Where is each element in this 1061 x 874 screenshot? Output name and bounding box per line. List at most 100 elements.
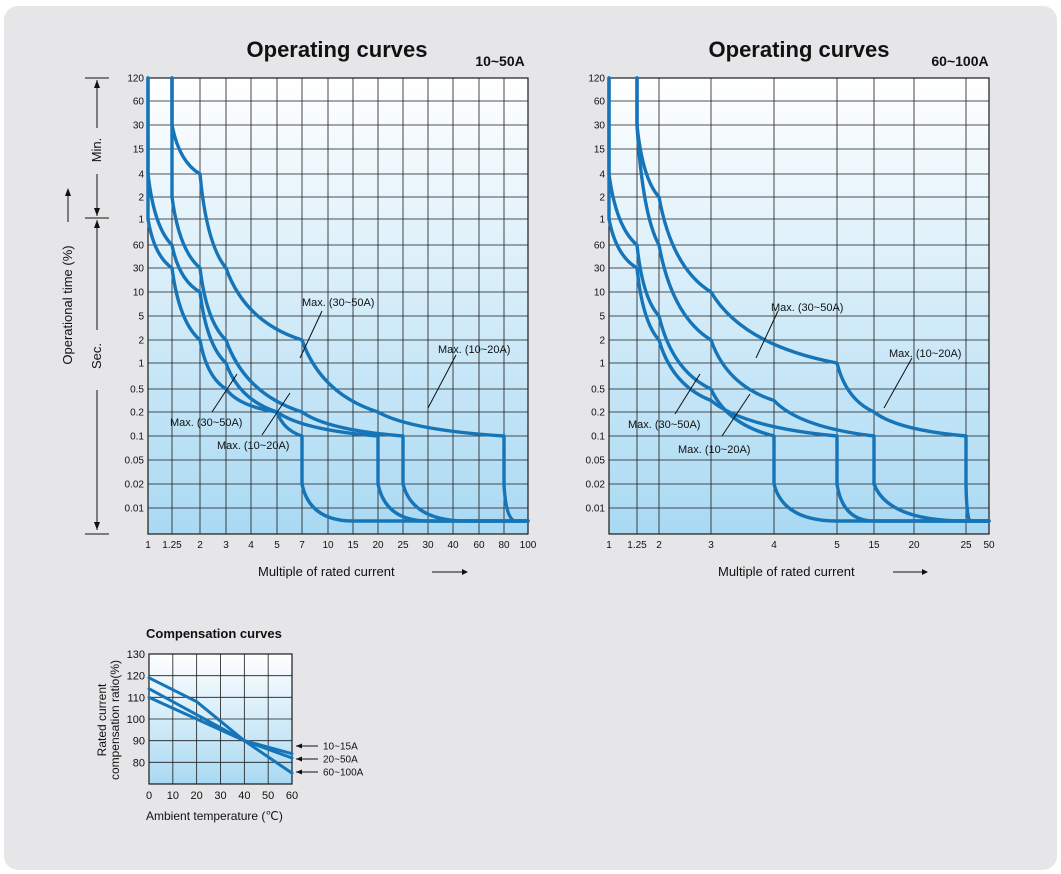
x-tick-label: 60 — [286, 790, 298, 802]
x-tick-label: 50 — [983, 540, 995, 551]
chart1-title: Operating curves — [247, 37, 428, 62]
chart1-frame — [147, 77, 529, 535]
y-tick-label: 2 — [599, 336, 605, 347]
y-tick-label: 60 — [594, 241, 606, 252]
chart1-annotation-max-10-20-upper: Max. (10~20A) — [438, 344, 510, 356]
sec-bracket-arrow — [94, 220, 100, 228]
y-tick-label: 30 — [133, 264, 145, 275]
y-tick-label: 0.2 — [591, 408, 605, 419]
operating-curve-4 — [170, 76, 530, 523]
operating-curve-1 — [607, 76, 991, 523]
y-tick-label: 5 — [599, 312, 605, 323]
y-tick-label: 60 — [133, 97, 145, 108]
chart2-curves — [607, 76, 991, 523]
legend-label: 60~100A — [323, 768, 364, 779]
y-tick-label: 0.5 — [591, 385, 605, 396]
chart2-frame — [608, 77, 990, 535]
x-tick-label: 1 — [145, 540, 151, 551]
min-label: Min. — [89, 138, 104, 163]
chart1-annotation-max-10-20-lower: Max. (10~20A) — [217, 440, 289, 452]
y-tick-label: 110 — [127, 692, 145, 704]
compensation-chart: Compensation curves 130 120 110 100 90 80 0 10… — [95, 626, 364, 823]
y-tick-label: 130 — [127, 649, 145, 661]
chart1-curves — [146, 76, 530, 523]
chart1-annotation-max-30-50-lower: Max. (30~50A) — [170, 417, 242, 429]
operating-curve-2 — [146, 76, 530, 523]
y-tick-label: 30 — [133, 121, 145, 132]
y-tick-label: 60 — [594, 97, 606, 108]
chart1-plot-area — [148, 78, 528, 534]
legend-label: 20~50A — [323, 755, 358, 766]
sec-bracket-arrow-lower — [94, 522, 100, 530]
y-tick-label: 90 — [133, 736, 145, 748]
y-tick-label: 2 — [138, 336, 144, 347]
chart2-y-ticks: 120 60 30 15 4 2 1 60 30 10 5 2 1 0.5 0.2 0.1 0.05 0.02 0.… — [586, 74, 606, 515]
y-tick-label: 0.2 — [130, 408, 144, 419]
x-tick-label: 50 — [262, 790, 274, 802]
chart2-annotation-leader — [883, 357, 913, 409]
y-tick-label: 2 — [599, 193, 605, 204]
compensation-frame — [148, 653, 293, 785]
y-tick-label: 0.05 — [125, 456, 145, 467]
y-tick-label: 0.1 — [130, 432, 144, 443]
compensation-grid — [149, 654, 292, 784]
x-tick-label: 5 — [834, 540, 840, 551]
x-tick-label: 4 — [248, 540, 254, 551]
compensation-legend: 10~15A 20~50A 60~100A — [296, 742, 364, 779]
legend-arrow — [296, 769, 302, 775]
y-tick-label: 120 — [127, 671, 145, 683]
compensation-curve-60~100A — [147, 676, 294, 775]
y-tick-label: 0.1 — [591, 432, 605, 443]
x-tick-label: 80 — [498, 540, 510, 551]
y-tick-label: 100 — [127, 714, 145, 726]
chart2-x-ticks: 1 1.25 2 3 4 5 15 20 25 50 — [606, 540, 995, 551]
chart1-annotation-max-30-50-upper: Max. (30~50A) — [302, 297, 374, 309]
operating-chart-60-100a: Operating curves 60~100A 120603015421603… — [586, 37, 995, 579]
chart2-annotation-max-10-20-lower: Max. (10~20A) — [678, 444, 750, 456]
operating-curve-3 — [170, 76, 530, 523]
x-tick-label: 30 — [214, 790, 226, 802]
legend-arrow — [296, 756, 302, 762]
x-tick-label: 10 — [322, 540, 334, 551]
chart1-annotation-leader — [299, 310, 323, 359]
legend-label: 10~15A — [323, 742, 358, 753]
chart1-x-ticks: 1 1.25 2 3 4 5 7 10 15 20 25 30 40 60 80 100 — [145, 540, 537, 551]
y-tick-label: 1 — [138, 359, 144, 370]
chart2-title: Operating curves — [709, 37, 890, 62]
x-tick-label: 100 — [520, 540, 537, 551]
x-tick-label: 0 — [146, 790, 152, 802]
operating-curve-2 — [607, 76, 991, 523]
y-tick-label: 0.01 — [586, 504, 606, 515]
chart1-subtitle: 10~50A — [475, 53, 524, 69]
x-tick-label: 1.25 — [162, 540, 182, 551]
x-tick-label: 3 — [708, 540, 714, 551]
chart2-subtitle: 60~100A — [931, 53, 988, 69]
y-tick-label: 1 — [599, 359, 605, 370]
x-tick-label: 25 — [960, 540, 972, 551]
x-tick-label: 2 — [656, 540, 662, 551]
y-tick-label: 120 — [588, 74, 605, 85]
legend-arrow — [296, 743, 302, 749]
time-axis-labels: Operational time (%) Min. Sec. — [60, 77, 109, 535]
x-tick-label: 20 — [908, 540, 920, 551]
y-tick-label: 15 — [133, 145, 145, 156]
x-tick-label: 5 — [274, 540, 280, 551]
chart1-x-arrow-head — [462, 569, 468, 575]
chart2-x-arrow-head — [922, 569, 928, 575]
y-tick-label: 4 — [138, 170, 144, 181]
y-tick-label: 120 — [127, 74, 144, 85]
y-tick-label: 5 — [138, 312, 144, 323]
min-bracket-arrow — [94, 80, 100, 88]
x-tick-label: 1 — [606, 540, 612, 551]
operating-curve-3 — [635, 76, 991, 523]
x-tick-label: 2 — [197, 540, 203, 551]
y-tick-label: 80 — [133, 757, 145, 769]
compensation-y-ticks: 130 120 110 100 90 80 — [127, 649, 145, 769]
chart2-plot-area — [609, 78, 989, 534]
x-tick-label: 1.25 — [627, 540, 647, 551]
x-tick-label: 3 — [223, 540, 229, 551]
y-tick-label: 1 — [138, 215, 144, 226]
chart2-annotation-leader — [674, 373, 701, 415]
x-tick-label: 15 — [868, 540, 880, 551]
y-tick-label: 30 — [594, 264, 606, 275]
